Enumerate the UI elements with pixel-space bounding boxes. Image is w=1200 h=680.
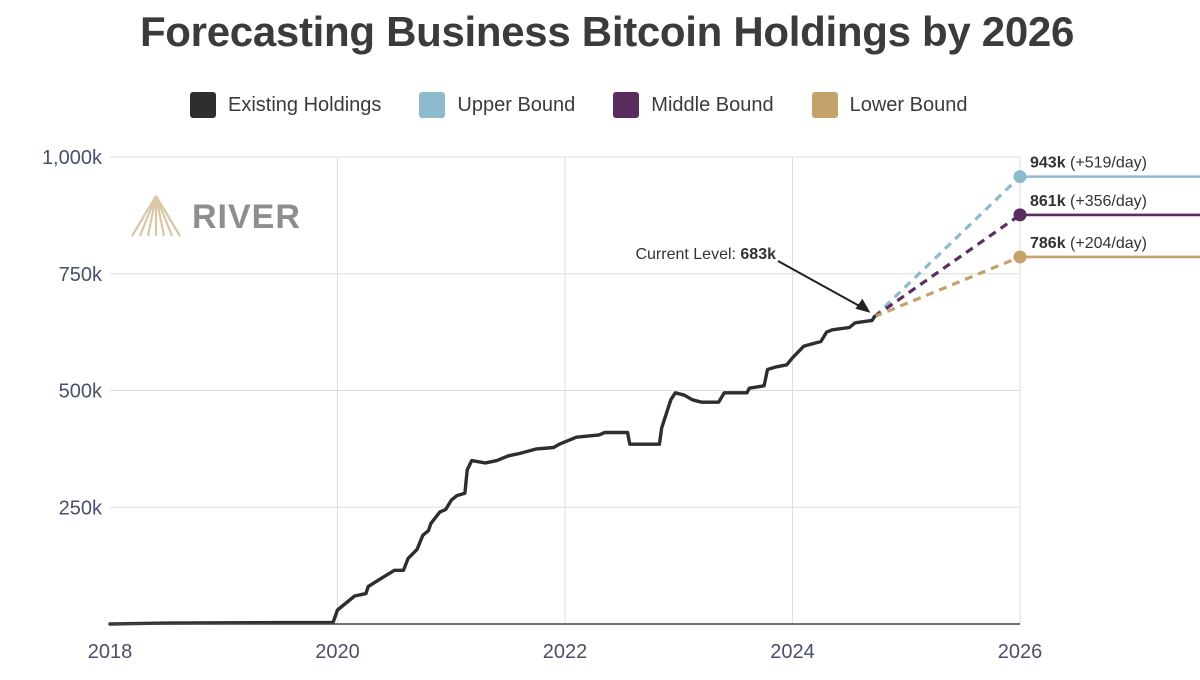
- bound-endpoints: 943k (+519/day) 861k (+356/day) 786k (+204…: [1013, 155, 1200, 264]
- y-tick-label: 250k: [59, 497, 103, 519]
- legend-label-middle-bound: Middle Bound: [651, 93, 774, 116]
- bound-value-lower-bound: 786k: [1030, 235, 1066, 252]
- legend-item-existing-holdings[interactable]: Existing Holdings: [190, 92, 381, 118]
- river-logo-text: RIVER: [192, 198, 301, 236]
- bound-label-middle-bound: 861k (+356/day): [1030, 193, 1147, 210]
- legend-swatch-lower-bound: [811, 92, 838, 118]
- x-tick-label: 2024: [770, 641, 815, 663]
- bound-marker-lower-bound: [1013, 250, 1027, 264]
- x-tick-label: 2026: [998, 641, 1043, 663]
- series-line-middle-bound: [873, 213, 1021, 319]
- y-tick-label: 750k: [59, 264, 103, 286]
- legend-label-upper-bound: Upper Bound: [457, 93, 576, 116]
- legend-label-lower-bound: Lower Bound: [849, 93, 968, 116]
- series-layer: [108, 175, 1022, 626]
- annotation-label: Current Level: 683k: [635, 246, 776, 263]
- x-tick-label: 2020: [315, 641, 360, 663]
- axes: 250k 500k 750k 1,000k 2018 2020 2022 2024 2026: [42, 147, 1042, 663]
- legend-item-middle-bound[interactable]: Middle Bound: [613, 92, 774, 118]
- bound-label-lower-bound: 786k (+204/day): [1030, 235, 1147, 252]
- legend-swatch-existing-holdings: [190, 92, 216, 118]
- bound-marker-upper-bound: [1013, 170, 1027, 184]
- chart-title: Forecasting Business Bitcoin Holdings by…: [139, 8, 1075, 55]
- x-tick-label: 2022: [543, 641, 588, 663]
- legend-swatch-upper-bound: [419, 92, 446, 118]
- annotation-arrow-line: [777, 260, 865, 310]
- bound-marker-middle-bound: [1013, 208, 1027, 222]
- legend: Existing Holdings Upper Bound Middle Bou…: [190, 92, 1005, 118]
- legend-item-upper-bound[interactable]: Upper Bound: [419, 92, 575, 118]
- y-tick-label: 500k: [59, 381, 103, 403]
- bound-label-upper-bound: 943k (+519/day): [1030, 155, 1147, 172]
- legend-item-lower-bound[interactable]: Lower Bound: [811, 92, 968, 118]
- series-line-lower-bound: [873, 255, 1021, 319]
- y-tick-label: 1,000k: [42, 147, 103, 169]
- bound-value-upper-bound: 943k: [1030, 155, 1066, 172]
- river-logo: RIVER: [131, 195, 301, 237]
- current-level-annotation: Current Level: 683k: [635, 246, 871, 313]
- series-line-upper-bound: [873, 175, 1022, 318]
- legend-swatch-middle-bound: [613, 92, 640, 118]
- bound-value-middle-bound: 861k: [1030, 193, 1066, 210]
- annotation-prefix: Current Level:: [635, 246, 740, 263]
- series-line-existing-holdings: [108, 315, 877, 626]
- bound-rate-middle-bound: (+356/day): [1066, 193, 1147, 210]
- grid: [110, 156, 1021, 624]
- annotation-arrow-head: [855, 298, 871, 313]
- annotation-value: 683k: [740, 246, 776, 263]
- bound-rate-lower-bound: (+204/day): [1066, 235, 1147, 252]
- legend-label-existing-holdings: Existing Holdings: [228, 93, 382, 116]
- x-tick-label: 2018: [88, 641, 133, 663]
- bound-rate-upper-bound: (+519/day): [1066, 155, 1147, 172]
- river-logo-icon: [131, 195, 181, 237]
